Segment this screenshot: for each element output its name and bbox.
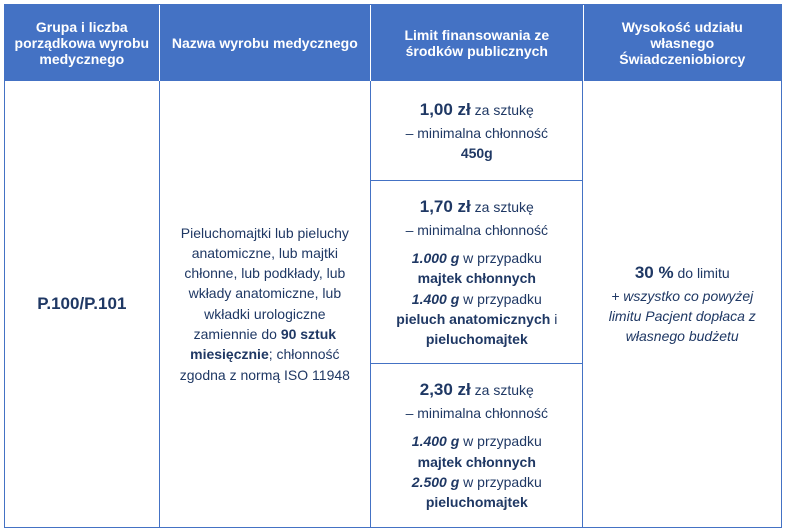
medical-products-table: Grupa i liczba porządkowa wyrobu medyczn… — [4, 4, 782, 528]
mc-2: – minimalna chłonność — [406, 220, 548, 240]
b2b: pieluch anatomicznych — [396, 311, 550, 327]
table-body-row: P.100/P.101 Pieluchomajtki lub pieluchy … — [5, 81, 781, 527]
t2b: w przypadku — [459, 291, 541, 307]
per-2: za sztukę — [471, 199, 534, 215]
b2c: pieluchomajtek — [426, 331, 528, 347]
t3a: w przypadku — [459, 433, 541, 449]
g3a: 1.400 g — [412, 433, 459, 449]
desc-pre: Pieluchomajtki lub pieluchy anatomiczne,… — [181, 225, 349, 342]
limit-tier-3: 2,30 zł za sztukę – minimalna chłonność … — [371, 364, 582, 526]
mc-1: – minimalna chłonność — [406, 123, 548, 143]
b3b: pieluchomajtek — [426, 494, 528, 510]
product-code: P.100/P.101 — [5, 81, 160, 527]
header-name: Nazwa wyrobu medycznego — [160, 5, 371, 81]
header-limit: Limit finansowania ze środków publicznyc… — [371, 5, 583, 81]
g3b: 2.500 g — [412, 474, 459, 490]
limit-tier-1: 1,00 zł za sztukę – minimalna chłonność … — [371, 81, 582, 181]
share-note: + wszystko co powyżej limitu Pacjent dop… — [597, 286, 767, 347]
mc-3: – minimalna chłonność — [406, 403, 548, 423]
limit-column: 1,00 zł za sztukę – minimalna chłonność … — [371, 81, 583, 527]
t2a: w przypadku — [459, 250, 541, 266]
price-1: 1,00 zł — [420, 100, 471, 119]
own-share: 30 % do limitu + wszystko co powyżej lim… — [583, 81, 781, 527]
per-3: za sztukę — [471, 382, 534, 398]
price-3: 2,30 zł — [420, 380, 471, 399]
gram-1: 450g — [461, 143, 493, 163]
header-group: Grupa i liczba porządkowa wyrobu medyczn… — [5, 5, 160, 81]
price-2: 1,70 zł — [420, 197, 471, 216]
limit-tier-2: 1,70 zł za sztukę – minimalna chłonność … — [371, 181, 582, 364]
header-share: Wysokość udziału własnego Świadczeniobio… — [584, 5, 781, 81]
product-description: Pieluchomajtki lub pieluchy anatomiczne,… — [160, 81, 371, 527]
table-header-row: Grupa i liczba porządkowa wyrobu medyczn… — [5, 5, 781, 81]
b3a: majtek chłonnych — [418, 454, 536, 470]
t3b: w przypadku — [459, 474, 541, 490]
and2: i — [550, 311, 557, 327]
g2b: 1.400 g — [412, 291, 459, 307]
g2a: 1.000 g — [412, 250, 459, 266]
per-1: za sztukę — [471, 102, 534, 118]
b2a: majtek chłonnych — [418, 270, 536, 286]
share-after: do limitu — [674, 265, 730, 281]
share-percent: 30 % — [635, 263, 674, 282]
